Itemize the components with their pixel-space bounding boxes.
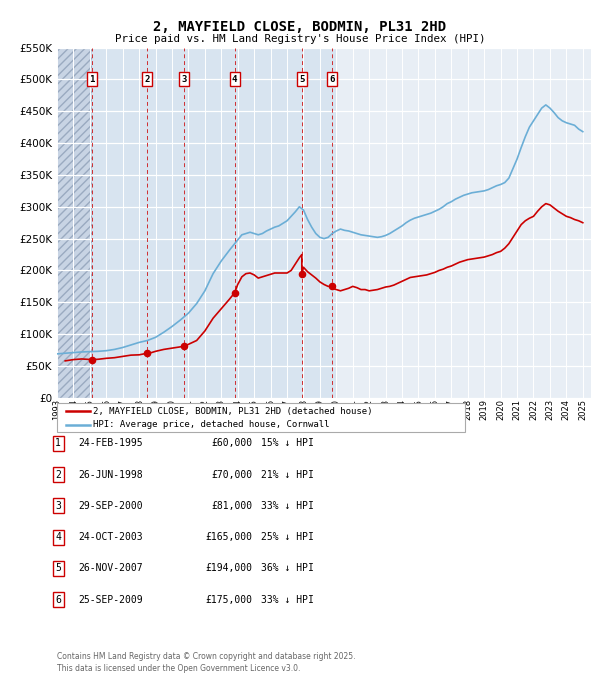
Point (327, 281, 337, 292)
Text: 2: 2 (145, 75, 150, 84)
Text: 26-JUN-1998: 26-JUN-1998 (78, 470, 143, 479)
Text: 15% ↓ HPI: 15% ↓ HPI (261, 439, 314, 448)
Text: 24-FEB-1995: 24-FEB-1995 (78, 439, 143, 448)
Text: 2, MAYFIELD CLOSE, BODMIN, PL31 2HD (detached house): 2, MAYFIELD CLOSE, BODMIN, PL31 2HD (det… (93, 407, 373, 415)
Text: 5: 5 (299, 75, 305, 84)
Text: HPI: Average price, detached house, Cornwall: HPI: Average price, detached house, Corn… (93, 420, 329, 429)
Text: 1: 1 (89, 75, 95, 84)
Text: 2, MAYFIELD CLOSE, BODMIN, PL31 2HD: 2, MAYFIELD CLOSE, BODMIN, PL31 2HD (154, 20, 446, 35)
Bar (57, 48, 92, 398)
Text: 3: 3 (182, 75, 187, 84)
Text: 26-NOV-2007: 26-NOV-2007 (78, 564, 143, 573)
Text: £194,000: £194,000 (205, 564, 252, 573)
Text: £60,000: £60,000 (211, 439, 252, 448)
Text: Contains HM Land Registry data © Crown copyright and database right 2025.: Contains HM Land Registry data © Crown c… (57, 652, 355, 661)
Text: 6: 6 (329, 75, 335, 84)
Text: 33% ↓ HPI: 33% ↓ HPI (261, 595, 314, 605)
Text: £175,000: £175,000 (205, 595, 252, 605)
Point (230, 287, 239, 298)
Text: 24-OCT-2003: 24-OCT-2003 (78, 532, 143, 542)
Text: 1: 1 (55, 439, 61, 448)
Text: Price paid vs. HM Land Registry's House Price Index (HPI): Price paid vs. HM Land Registry's House … (115, 34, 485, 44)
Text: £81,000: £81,000 (211, 501, 252, 511)
Text: 21% ↓ HPI: 21% ↓ HPI (261, 470, 314, 479)
Bar (92, 48, 337, 398)
Text: 33% ↓ HPI: 33% ↓ HPI (261, 501, 314, 511)
Text: 25% ↓ HPI: 25% ↓ HPI (261, 532, 314, 542)
Text: 4: 4 (55, 532, 61, 542)
Point (297, 269, 307, 279)
Point (179, 341, 189, 352)
Text: 29-SEP-2000: 29-SEP-2000 (78, 501, 143, 511)
Point (142, 347, 152, 358)
Text: 25-SEP-2009: 25-SEP-2009 (78, 595, 143, 605)
Point (87, 354, 97, 365)
Text: 36% ↓ HPI: 36% ↓ HPI (261, 564, 314, 573)
Text: 3: 3 (55, 501, 61, 511)
Text: This data is licensed under the Open Government Licence v3.0.: This data is licensed under the Open Gov… (57, 664, 301, 673)
Text: £70,000: £70,000 (211, 470, 252, 479)
Text: 6: 6 (55, 595, 61, 605)
Text: 4: 4 (232, 75, 238, 84)
Text: £165,000: £165,000 (205, 532, 252, 542)
Text: 5: 5 (55, 564, 61, 573)
Text: 2: 2 (55, 470, 61, 479)
